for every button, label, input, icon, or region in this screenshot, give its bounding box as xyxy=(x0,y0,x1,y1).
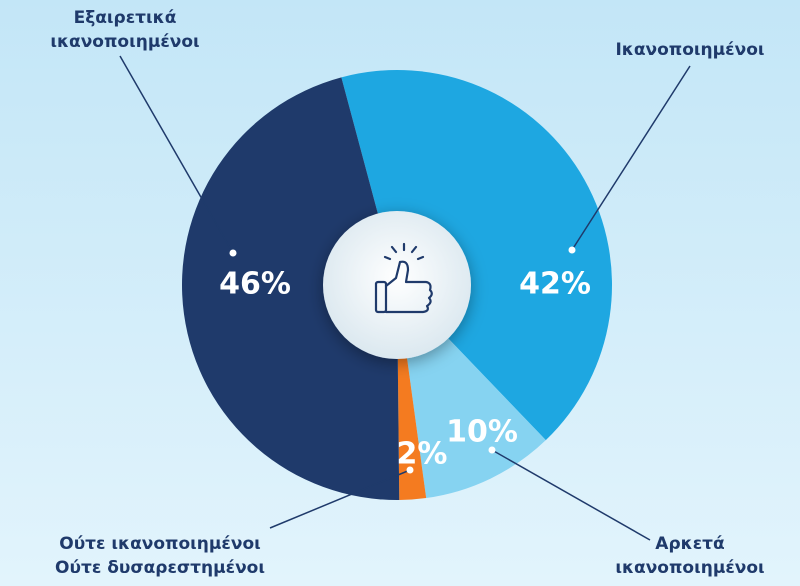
pie-slice xyxy=(341,70,612,441)
percent-label: 10% xyxy=(446,415,518,450)
pie-slice xyxy=(181,77,400,500)
percent-label: 42% xyxy=(519,267,591,302)
category-label: Εξαιρετικά ικανοποιημένοι xyxy=(50,8,200,52)
thumbs-up-icon xyxy=(374,242,433,314)
center-hub xyxy=(323,211,471,359)
leader-dot xyxy=(406,466,414,474)
category-label: Αρκετά ικανοποιημένοι xyxy=(615,534,765,578)
category-label: Ούτε ικανοποιημένοι Ούτε δυσαρεστημένοι xyxy=(55,534,265,578)
category-label: Ικανοποιημένοι xyxy=(615,40,765,60)
leader-dot xyxy=(229,249,237,257)
leader-line xyxy=(119,55,234,254)
leader-line xyxy=(491,449,651,541)
leader-dot xyxy=(568,246,576,254)
leader-line xyxy=(571,65,691,251)
leader-dot xyxy=(488,446,496,454)
percent-label: 46% xyxy=(219,267,291,302)
percent-label: 2% xyxy=(397,437,448,472)
leader-line xyxy=(269,469,411,529)
